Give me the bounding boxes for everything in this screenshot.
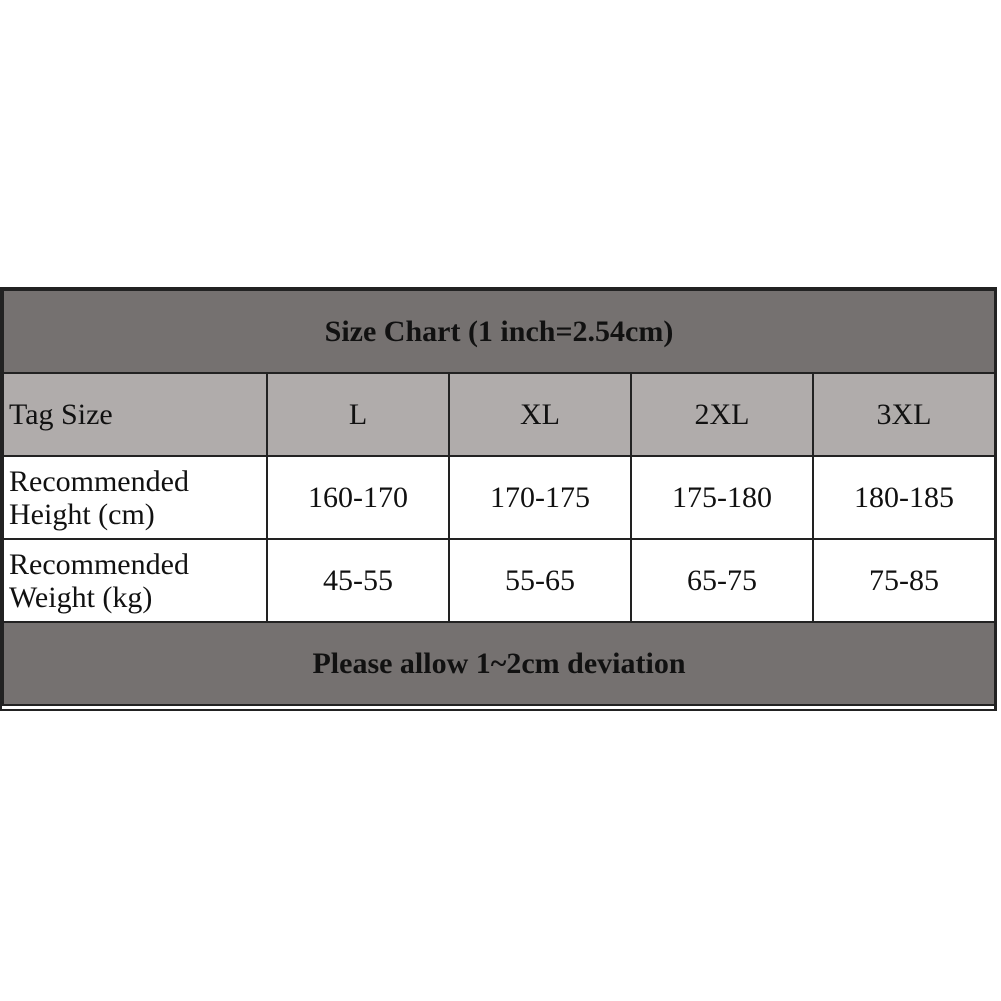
row-label-line: Recommended — [9, 547, 189, 581]
row-label-line: Height (cm) — [9, 497, 155, 531]
table-row: Recommended Height (cm) 160-170 170-175 1… — [2, 455, 997, 540]
size-header: L — [266, 372, 450, 457]
table-frame — [0, 287, 997, 711]
row-label: Recommended Height (cm) — [2, 455, 268, 540]
table-cell: 170-175 — [448, 455, 632, 540]
header-row: Tag Size L XL 2XL 3XL — [2, 372, 997, 457]
table-row: Recommended Weight (kg) 45-55 55-65 65-75… — [2, 538, 997, 623]
table-title: Size Chart (1 inch=2.54cm) — [1, 289, 997, 374]
row-label-line: Weight (kg) — [9, 580, 153, 614]
size-header: 2XL — [630, 372, 814, 457]
table-cell: 180-185 — [811, 455, 997, 540]
table-cell: 65-75 — [630, 538, 814, 623]
size-chart-table: Size Chart (1 inch=2.54cm) Tag Size L XL… — [1, 289, 997, 706]
table-cell: 75-85 — [811, 538, 997, 623]
table-footer: Please allow 1~2cm deviation — [1, 621, 997, 706]
table-cell: 160-170 — [266, 455, 450, 540]
table-cell: 55-65 — [448, 538, 632, 623]
table-cell: 45-55 — [266, 538, 450, 623]
table-cell: 175-180 — [630, 455, 814, 540]
size-header: 3XL — [811, 372, 997, 457]
tag-size-label: Tag Size — [2, 372, 268, 457]
size-header: XL — [448, 372, 632, 457]
row-label-line: Recommended — [9, 464, 189, 498]
row-label: Recommended Weight (kg) — [2, 538, 268, 623]
